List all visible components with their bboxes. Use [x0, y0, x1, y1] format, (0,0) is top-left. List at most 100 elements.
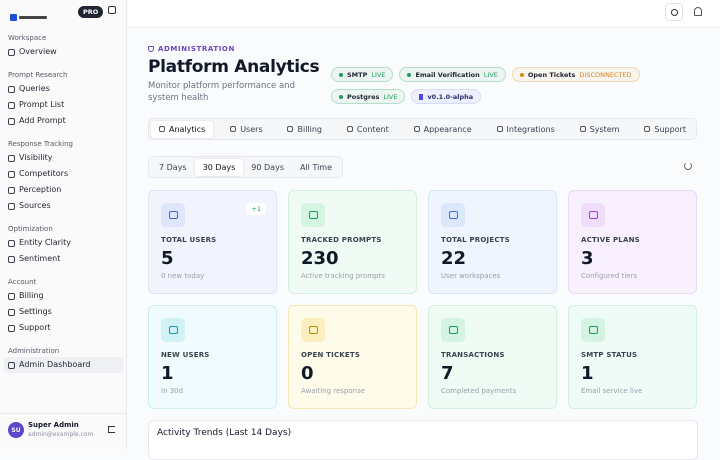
card-label: SMTP STATUS — [581, 351, 638, 359]
card-value: 230 — [301, 248, 339, 269]
nav-label: Visibility — [19, 153, 53, 162]
sidebar-toggle[interactable] — [108, 6, 116, 14]
tab-label: Support — [654, 124, 686, 134]
card-icon — [581, 318, 605, 342]
card-label: ACTIVE PLANS — [581, 236, 640, 244]
status-value: LIVE — [371, 70, 386, 79]
user-email: admin@example.com — [28, 431, 94, 438]
nav-item[interactable]: Queries — [4, 81, 123, 97]
range-option[interactable]: 30 Days — [194, 158, 244, 176]
nav-item[interactable]: Support — [4, 320, 123, 336]
nav-item[interactable]: Sentiment — [4, 251, 123, 267]
nav-item[interactable]: Prompt List — [4, 97, 123, 113]
tab[interactable]: Analytics — [151, 120, 214, 138]
sidebar: PRO Workspace Overview Prompt Research Quer… — [0, 0, 127, 449]
range-option[interactable]: 90 Days — [251, 162, 284, 172]
tab-icon — [230, 126, 237, 132]
nav-item[interactable]: Admin Dashboard — [4, 357, 123, 373]
card-value: 1 — [161, 363, 174, 384]
tab[interactable]: Support — [636, 121, 694, 138]
nav-item[interactable]: Billing — [4, 288, 123, 304]
tab-label: Content — [356, 124, 389, 134]
nav-item[interactable]: Settings — [4, 304, 123, 320]
card-icon — [161, 203, 185, 227]
nav-item[interactable]: Entity Clarity — [4, 235, 123, 251]
card-value: 3 — [581, 248, 594, 269]
nav-label: Entity Clarity — [19, 238, 71, 247]
nav-section: Response Tracking Visibility Competitors Pe… — [0, 138, 127, 214]
card-note: 0 new today — [161, 272, 205, 280]
card-icon-glyph — [448, 326, 458, 334]
nav-label: Settings — [19, 307, 52, 316]
card-icon-glyph — [168, 211, 178, 219]
status-value: LIVE — [383, 92, 398, 101]
nav-item[interactable]: Sources — [4, 198, 123, 214]
tab[interactable]: Billing — [279, 121, 330, 138]
tab-icon — [346, 126, 353, 132]
nav-label: Prompt List — [19, 100, 65, 109]
bolt-icon — [419, 93, 424, 100]
status-badge: Open Tickets DISCONNECTED — [511, 67, 640, 82]
nav-section-title: Workspace — [8, 34, 47, 42]
card-value: 5 — [161, 248, 174, 269]
status-name: Email Verification — [415, 70, 480, 79]
tab-label: Integrations — [506, 124, 555, 134]
nav-icon — [8, 101, 15, 109]
shield-icon — [148, 46, 154, 52]
card-label: NEW USERS — [161, 351, 210, 359]
nav-icon — [8, 239, 15, 247]
stat-card: TOTAL PROJECTS 22 User workspaces — [428, 190, 557, 294]
nav-item[interactable]: Overview — [4, 44, 123, 60]
status-badge: Email Verification LIVE — [399, 67, 506, 82]
tab[interactable]: Content — [339, 121, 397, 138]
status-name: Postgres — [347, 92, 380, 101]
nav-label: Overview — [19, 47, 57, 56]
nav-section: Workspace Overview — [0, 32, 127, 60]
tab[interactable]: Appearance — [406, 121, 480, 138]
tab[interactable]: Integrations — [489, 121, 563, 138]
nav-item[interactable]: Competitors — [4, 166, 123, 182]
card-icon-glyph — [308, 211, 318, 219]
refresh[interactable] — [684, 162, 692, 170]
nav-icon — [8, 170, 15, 178]
card-note: User workspaces — [441, 272, 501, 280]
notifications[interactable] — [694, 7, 702, 16]
stat-card: TRANSACTIONS 7 Completed payments — [428, 305, 557, 409]
nav-icon — [8, 186, 15, 194]
nav-icon — [8, 292, 15, 300]
card-label: TOTAL USERS — [161, 236, 217, 244]
card-icon-glyph — [168, 326, 178, 334]
nav-label: Perception — [19, 185, 62, 194]
stat-card: TRACKED PROMPTS 230 Active tracking prompt… — [288, 190, 417, 294]
logout[interactable] — [108, 426, 115, 433]
tab-icon — [413, 126, 420, 132]
range-option[interactable]: All Time — [299, 162, 333, 172]
user-name: Super Admin — [28, 421, 79, 429]
subtitle: Monitor platform performance and system … — [148, 81, 295, 103]
card-note: Configured tiers — [581, 272, 638, 280]
activity-title: Activity Trends (Last 14 Days) — [157, 428, 292, 438]
card-icon — [301, 318, 325, 342]
nav-item[interactable]: Add Prompt — [4, 113, 123, 129]
nav-item[interactable]: Visibility — [4, 150, 123, 166]
status-name: SMTP — [347, 70, 368, 79]
nav-icon — [8, 255, 15, 263]
tab[interactable]: Users — [222, 121, 270, 138]
status-dot — [407, 72, 412, 77]
theme-toggle[interactable] — [665, 3, 683, 21]
card-icon — [161, 318, 185, 342]
nav-item[interactable]: Perception — [4, 182, 123, 198]
card-icon-glyph — [588, 211, 598, 219]
range-option[interactable]: 7 Days — [159, 162, 187, 172]
status-dot — [339, 72, 343, 77]
tab[interactable]: System — [572, 121, 628, 138]
card-icon-glyph — [588, 326, 598, 334]
nav-icon — [8, 85, 15, 93]
nav-section: Optimization Entity Clarity Sentiment — [0, 223, 127, 267]
status-dot — [339, 94, 343, 99]
nav-section: Prompt Research Queries Prompt List Add Pro… — [0, 69, 127, 129]
logo — [10, 7, 48, 21]
status-value: DISCONNECTED — [579, 70, 632, 79]
activity-panel: Activity Trends (Last 14 Days) — [148, 420, 698, 460]
